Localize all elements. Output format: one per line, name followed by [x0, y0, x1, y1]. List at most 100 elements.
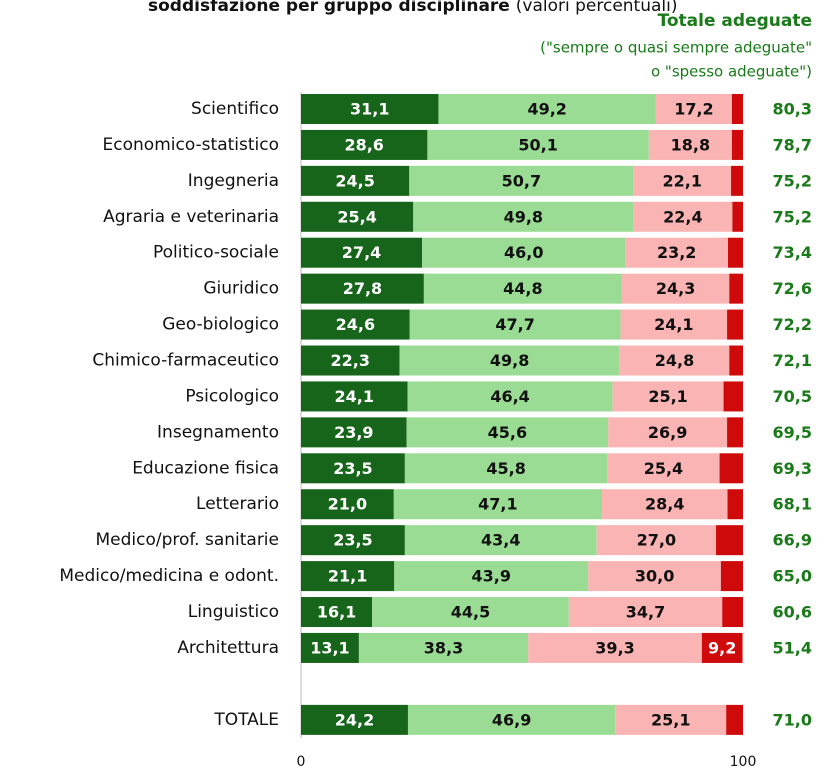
bar-segment — [301, 704, 408, 735]
value-label: 23,5 — [333, 531, 372, 550]
value-label: 31,1 — [350, 100, 389, 119]
category-label: Insegnamento — [157, 422, 279, 442]
bar-segment — [301, 237, 423, 268]
value-label: 23,5 — [333, 459, 372, 478]
value-label: 47,1 — [478, 495, 517, 514]
total-label: 80,3 — [773, 100, 812, 119]
category-label: Chimico-farmaceutico — [92, 351, 279, 371]
total-label: 73,4 — [773, 243, 812, 262]
bar-segment — [422, 237, 626, 268]
total-label: 72,1 — [773, 351, 812, 370]
total-label: 75,2 — [773, 207, 812, 226]
total-label: 68,1 — [773, 495, 812, 514]
value-label: 23,9 — [334, 423, 373, 442]
x-tick-label: 0 — [297, 754, 306, 769]
bar-segment — [404, 525, 597, 556]
bar-segment — [596, 525, 717, 556]
bar-segment — [633, 165, 732, 196]
bar-segment — [301, 489, 394, 520]
total-label: 69,5 — [773, 423, 812, 442]
total-label: 75,2 — [773, 171, 812, 190]
bar-segment — [726, 704, 743, 735]
total-label: 60,6 — [773, 603, 812, 622]
bar-segment — [625, 237, 728, 268]
bar-segment — [722, 597, 743, 628]
total-label: 72,2 — [773, 315, 812, 334]
bar-segment — [731, 165, 743, 196]
bar-segment — [406, 417, 609, 448]
value-label: 45,6 — [488, 423, 527, 442]
category-label: Medico/medicina e odont. — [59, 566, 279, 586]
total-label: 78,7 — [773, 135, 812, 154]
bar-segment — [528, 632, 702, 663]
value-label: 24,6 — [336, 315, 375, 334]
bar-segment — [301, 165, 410, 196]
bar-segment — [727, 417, 743, 448]
value-label: 38,3 — [424, 638, 463, 657]
bar-segment — [729, 345, 743, 376]
total-label: 72,6 — [773, 279, 812, 298]
value-label: 21,1 — [328, 567, 367, 586]
value-label: 22,3 — [331, 351, 370, 370]
value-label: 26,9 — [648, 423, 687, 442]
category-label: Geo-biologico — [162, 315, 279, 335]
bar-segment — [301, 632, 359, 663]
total-label: 70,5 — [773, 387, 812, 406]
total-label: 66,9 — [773, 531, 812, 550]
bar-segment — [301, 525, 405, 556]
bar-segment — [621, 273, 730, 304]
category-label: Economico-statistico — [103, 135, 279, 155]
value-label: 25,1 — [651, 710, 690, 729]
category-label: TOTALE — [213, 710, 279, 730]
bar-segment — [727, 237, 743, 268]
value-label: 28,4 — [645, 495, 684, 514]
bar-segment — [723, 381, 743, 412]
bar-segment — [615, 704, 727, 735]
value-label: 27,4 — [342, 243, 381, 262]
bar-segment — [701, 632, 743, 663]
category-label: Ingegneria — [188, 171, 279, 191]
value-label: 27,8 — [343, 279, 382, 298]
category-label: Politico-sociale — [153, 243, 279, 263]
bar-segment — [720, 561, 743, 592]
bar-segment — [427, 129, 649, 160]
value-label: 25,4 — [644, 459, 683, 478]
category-label: Psicologico — [185, 386, 279, 406]
value-label: 30,0 — [635, 567, 674, 586]
bar-segment — [608, 417, 728, 448]
bar-segment — [301, 201, 414, 232]
category-label: Giuridico — [203, 279, 279, 299]
total-label: 65,0 — [773, 567, 812, 586]
value-label: 43,4 — [481, 531, 520, 550]
bar-segment — [602, 489, 728, 520]
bar-segment — [409, 165, 634, 196]
bar-segment — [607, 453, 720, 484]
bar-segment — [620, 309, 728, 340]
bar-segment — [423, 273, 622, 304]
value-label: 47,7 — [495, 315, 534, 334]
value-label: 44,5 — [451, 603, 490, 622]
value-label: 25,1 — [648, 387, 687, 406]
bar-segment — [407, 381, 613, 412]
value-label: 43,9 — [472, 567, 511, 586]
value-label: 27,0 — [637, 531, 676, 550]
value-label: 24,8 — [655, 351, 694, 370]
value-label: 24,2 — [335, 710, 374, 729]
value-label: 18,8 — [671, 135, 710, 154]
bar-segment — [729, 273, 743, 304]
total-label: 71,0 — [773, 710, 812, 729]
category-label: Medico/prof. sanitarie — [95, 530, 279, 550]
bar-segment — [301, 345, 400, 376]
bar-segment — [727, 309, 743, 340]
category-label: Agraria e veterinaria — [103, 207, 279, 227]
category-label: Architettura — [177, 638, 279, 658]
value-label: 46,0 — [504, 243, 543, 262]
value-label: 9,2 — [708, 638, 736, 657]
value-label: 22,4 — [663, 207, 702, 226]
bar-segment — [301, 453, 405, 484]
totals-note: o "spesso adeguate") — [651, 63, 812, 81]
bar-segment — [648, 129, 732, 160]
value-label: 50,7 — [502, 171, 541, 190]
value-label: 13,1 — [310, 638, 349, 657]
value-label: 49,2 — [527, 100, 566, 119]
